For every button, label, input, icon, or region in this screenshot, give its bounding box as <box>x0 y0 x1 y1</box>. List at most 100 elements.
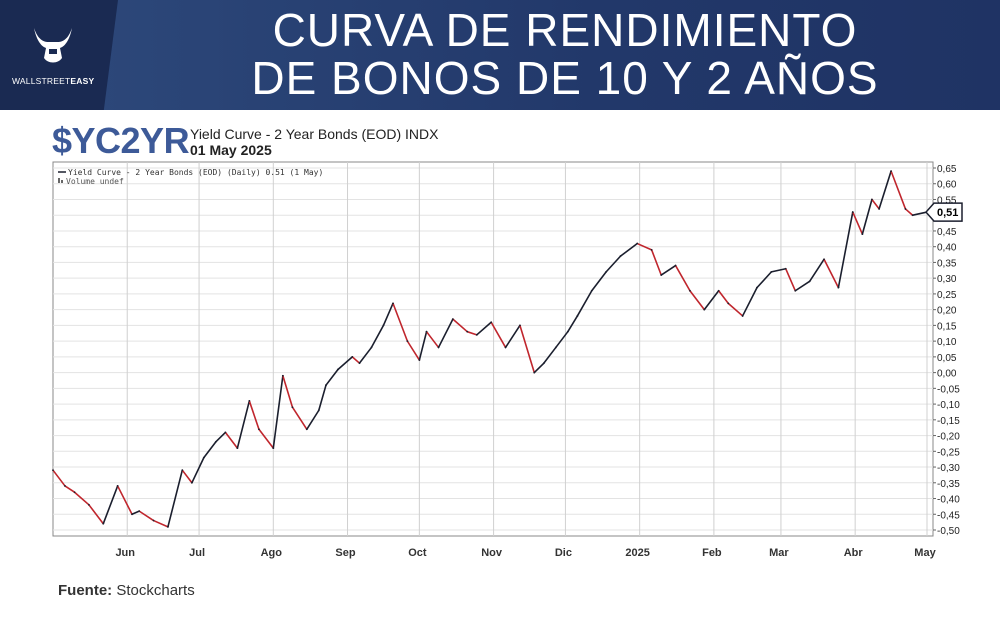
data-point <box>490 321 493 324</box>
bull-logo-icon <box>34 28 72 63</box>
data-point <box>650 248 653 251</box>
line-segment <box>224 431 239 449</box>
line-segment <box>636 242 653 251</box>
data-point <box>425 330 428 333</box>
data-point <box>131 513 133 516</box>
data-point <box>202 456 205 459</box>
data-point <box>248 400 251 402</box>
x-tick-label: Nov <box>481 547 503 559</box>
data-point <box>890 170 892 173</box>
line-segment <box>650 249 663 276</box>
line-segment <box>904 208 914 217</box>
data-point <box>851 211 854 213</box>
data-point <box>64 485 66 487</box>
y-tick-label: 0,15 <box>937 321 957 332</box>
line-segment <box>131 510 141 516</box>
line-segment <box>52 469 66 487</box>
data-point <box>437 346 440 349</box>
title-line-2: DE BONOS DE 10 Y 2 AÑOS <box>251 52 879 104</box>
data-point <box>878 208 881 210</box>
y-tick-label: 0,45 <box>937 227 957 238</box>
line-segment <box>248 400 260 431</box>
line-segment <box>851 211 864 235</box>
line-segment <box>784 267 797 292</box>
data-point <box>519 324 521 327</box>
line-segment <box>406 340 421 361</box>
data-point <box>214 440 217 443</box>
line-segment <box>703 289 720 311</box>
line-segment <box>823 258 840 289</box>
x-tick-label: Abr <box>844 547 864 559</box>
y-tick-label: -0,50 <box>937 526 960 537</box>
line-segment <box>717 289 730 305</box>
data-point <box>911 214 914 217</box>
line-segment <box>236 400 251 449</box>
data-point <box>392 302 394 305</box>
chart-subtitle: Yield Curve - 2 Year Bonds (EOD) INDX <box>190 126 439 142</box>
line-segment <box>808 258 825 283</box>
data-point <box>475 333 478 336</box>
line-segment <box>272 374 284 449</box>
line-segment <box>73 491 90 506</box>
line-segment <box>167 469 184 528</box>
line-segment <box>382 302 394 327</box>
y-tick-label: 0,30 <box>937 274 957 285</box>
data-point <box>756 286 758 289</box>
line-segment <box>476 321 492 336</box>
data-point <box>770 270 773 273</box>
data-point <box>451 318 454 320</box>
data-point <box>351 355 354 358</box>
data-point <box>52 469 54 472</box>
line-segment <box>452 318 469 333</box>
line-segment <box>890 170 907 210</box>
legend-series-label: Yield Curve - 2 Year Bonds (EOD) (Daily)… <box>68 168 323 177</box>
line-segment <box>64 485 76 494</box>
y-tick-label: 0,20 <box>937 306 957 317</box>
data-point <box>190 481 193 484</box>
source-label: Fuente: <box>58 582 113 599</box>
line-segment <box>116 485 133 516</box>
line-segment <box>567 315 579 333</box>
data-point <box>727 302 730 305</box>
y-tick-label: 0,65 <box>937 164 957 175</box>
data-point <box>88 503 90 506</box>
data-point <box>224 431 227 434</box>
x-tick-label: 2025 <box>625 547 649 559</box>
title-line-1: CURVA DE RENDIMIENTO <box>272 4 858 56</box>
line-segment <box>590 271 607 292</box>
last-value-label: 0,51 <box>937 207 958 219</box>
line-segment <box>418 330 428 361</box>
data-point <box>181 469 184 472</box>
data-point <box>784 267 787 270</box>
data-point <box>138 510 141 513</box>
line-segment <box>337 356 354 371</box>
source-note: Fuente: Stockcharts <box>58 582 195 599</box>
line-segment <box>605 255 622 273</box>
line-segment <box>555 330 569 349</box>
line-segment <box>871 198 880 210</box>
y-tick-label: 0,00 <box>937 369 957 380</box>
data-point <box>466 330 469 333</box>
y-tick-label: -0,25 <box>937 447 960 458</box>
line-segment <box>392 302 409 342</box>
data-point <box>305 428 308 431</box>
line-segment <box>317 384 327 412</box>
x-tick-label: Mar <box>769 547 789 559</box>
x-tick-label: Sep <box>335 547 355 559</box>
data-point <box>317 409 320 412</box>
line-segment <box>504 324 521 349</box>
data-point <box>703 308 706 311</box>
x-tick-label: Ago <box>261 547 283 559</box>
data-point <box>717 289 720 292</box>
data-point <box>272 447 275 450</box>
data-point <box>660 274 663 276</box>
data-point <box>337 368 339 371</box>
x-tick-label: Feb <box>702 547 722 559</box>
line-segment <box>181 469 193 484</box>
line-segment <box>138 510 155 522</box>
line-segment <box>543 346 557 364</box>
logo-text: WALLSTREETEASY <box>12 76 95 86</box>
line-segment <box>911 211 928 217</box>
line-segment <box>727 302 744 317</box>
